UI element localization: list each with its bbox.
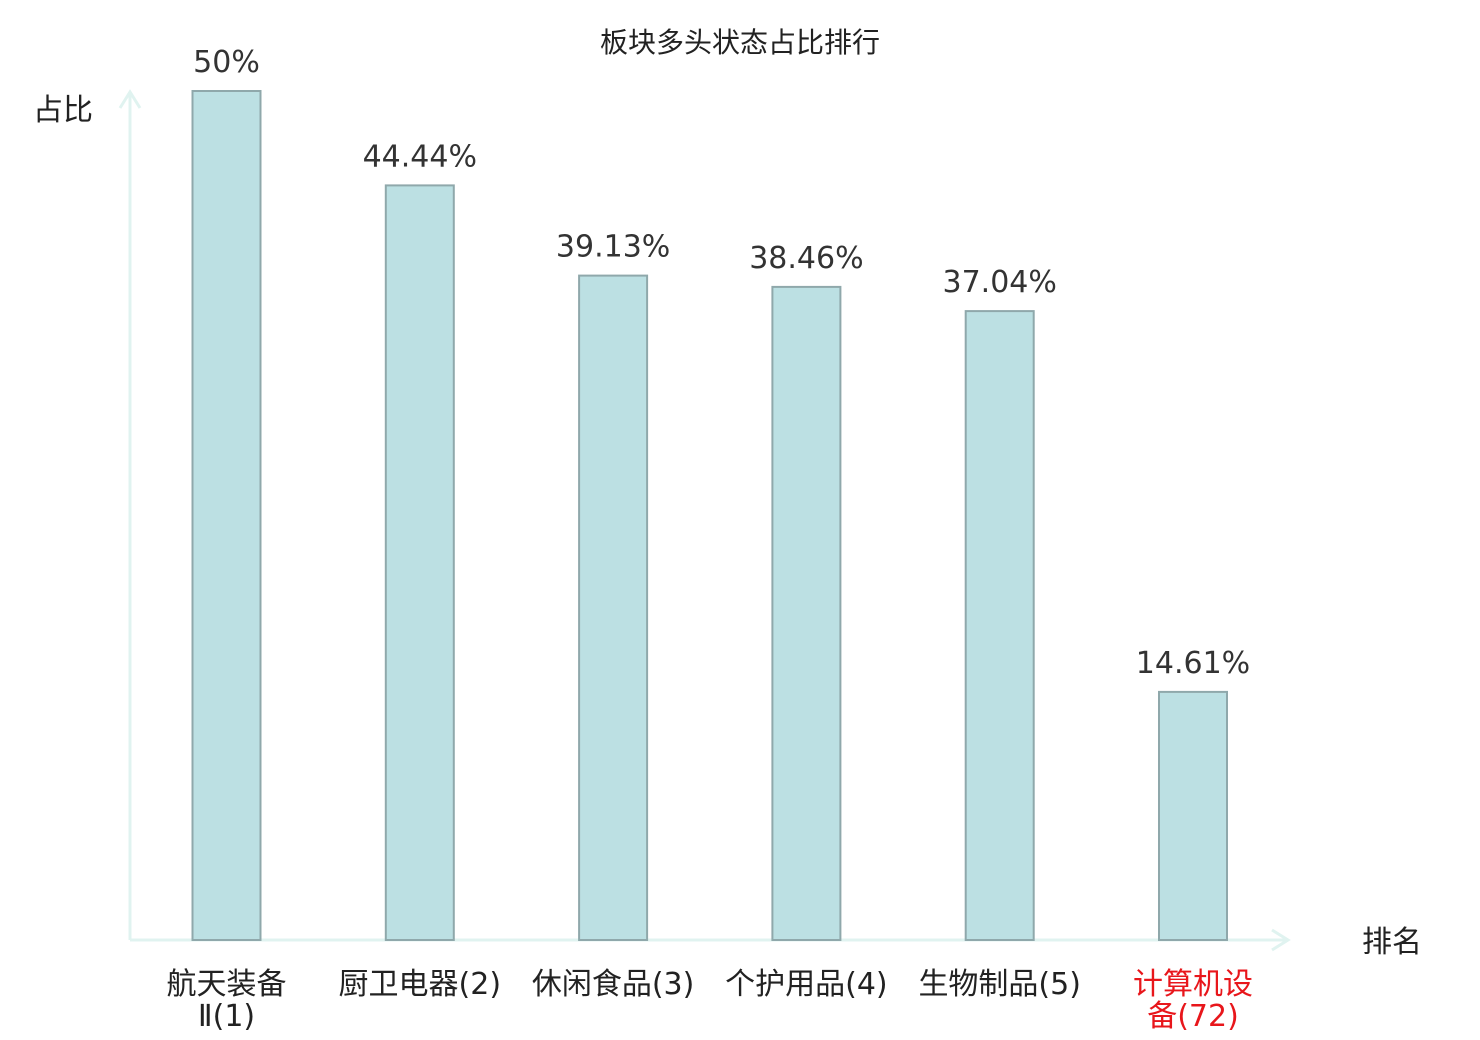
y-axis-label: 占比	[33, 93, 93, 128]
bar-value-label: 44.44%	[363, 139, 477, 174]
chart-title: 板块多头状态占比排行	[600, 26, 880, 59]
bar-value-label: 50%	[193, 45, 260, 80]
x-axis-arrow	[1271, 928, 1291, 952]
axes	[118, 89, 1291, 952]
x-tick-label: 个护用品(4)	[725, 967, 888, 1002]
x-tick-label: 生物制品(5)	[918, 967, 1081, 1002]
value-labels-group: 50% 44.44% 39.13% 38.46% 37.04% 14.61%	[193, 45, 1250, 681]
x-tick-label: 备(72)	[1147, 999, 1239, 1034]
bar	[578, 274, 649, 942]
bar-value-label: 39.13%	[556, 230, 670, 265]
bar	[384, 184, 455, 941]
bar	[1158, 690, 1228, 942]
x-tick-label: 航天装备	[167, 967, 287, 1002]
x-tick-label: 休闲食品(3)	[532, 967, 695, 1002]
x-tick-label: 厨卫电器(2)	[339, 967, 502, 1002]
x-tick-label: 计算机设	[1133, 967, 1253, 1002]
bar	[191, 90, 262, 941]
bar	[964, 310, 1035, 942]
x-tick-label: Ⅱ(1)	[198, 999, 255, 1034]
x-axis-label: 排名	[1362, 925, 1422, 960]
bar-value-label: 37.04%	[943, 265, 1057, 300]
bars-group	[191, 90, 1228, 942]
bar-value-label: 14.61%	[1136, 646, 1250, 681]
y-axis-arrow	[118, 89, 142, 109]
bar-value-label: 38.46%	[749, 241, 863, 276]
bar	[771, 285, 842, 941]
